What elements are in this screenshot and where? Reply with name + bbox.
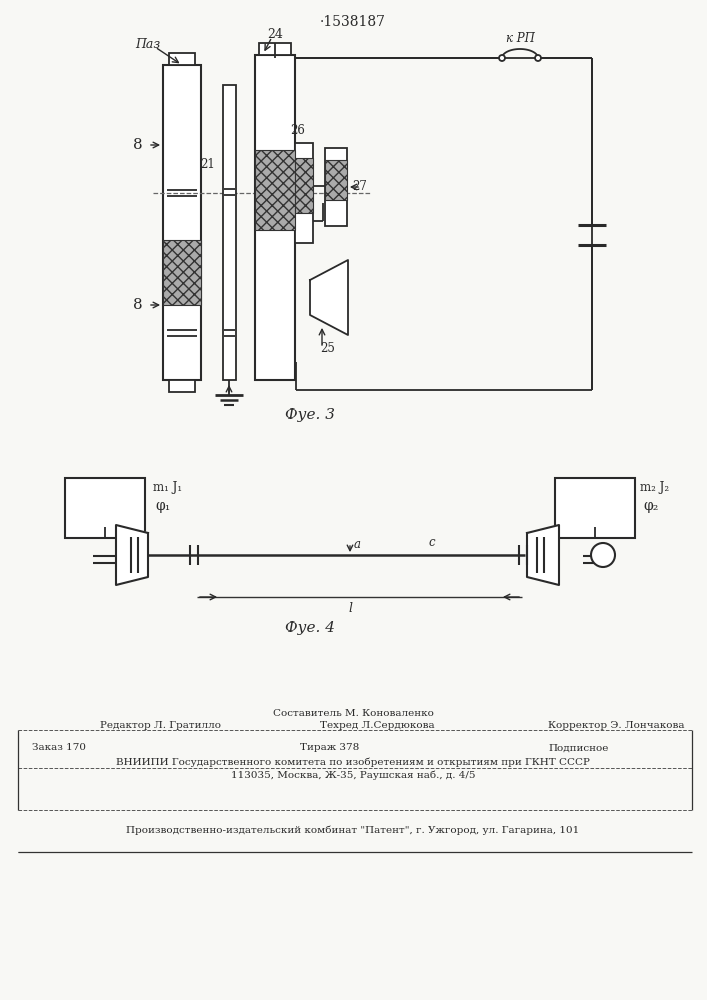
Polygon shape — [310, 260, 348, 335]
Text: 27: 27 — [352, 180, 367, 194]
Polygon shape — [527, 525, 559, 585]
Circle shape — [591, 543, 615, 567]
Bar — [255, 55, 295, 380]
Text: φ₂: φ₂ — [643, 499, 658, 513]
Text: Производственно-издательский комбинат "Патент", г. Ужгород, ул. Гагарина, 101: Производственно-издательский комбинат "П… — [127, 825, 580, 835]
Text: l: l — [348, 602, 352, 615]
Bar — [255, 150, 295, 230]
Text: 8: 8 — [133, 298, 143, 312]
Text: 21: 21 — [200, 158, 215, 172]
Text: m₂ J₂: m₂ J₂ — [640, 482, 669, 494]
Circle shape — [535, 55, 541, 61]
Text: 26: 26 — [291, 124, 305, 137]
Text: Подписное: Подписное — [548, 744, 609, 752]
Text: Фуе. 4: Фуе. 4 — [285, 621, 335, 635]
Text: Техред Л.Сердюкова: Техред Л.Сердюкова — [320, 720, 435, 730]
Bar — [259, 43, 291, 55]
Text: 25: 25 — [320, 342, 335, 355]
Bar — [325, 160, 347, 200]
Text: φ₁: φ₁ — [155, 499, 170, 513]
Text: a: a — [354, 538, 361, 552]
Text: Тираж 378: Тираж 378 — [300, 744, 359, 752]
Text: Составитель М. Коноваленко: Составитель М. Коноваленко — [273, 708, 433, 718]
Polygon shape — [116, 525, 148, 585]
Text: 8: 8 — [133, 138, 143, 152]
Text: c: c — [428, 536, 436, 550]
Text: к РП: к РП — [506, 31, 534, 44]
Bar — [325, 148, 347, 226]
Bar — [169, 380, 195, 392]
Text: Паз: Паз — [135, 38, 160, 51]
Bar — [163, 240, 201, 305]
Bar — [295, 143, 313, 243]
Text: Корректор Э. Лончакова: Корректор Э. Лончакова — [548, 720, 684, 730]
Text: Заказ 170: Заказ 170 — [32, 744, 86, 752]
Text: ВНИИПИ Государственного комитета по изобретениям и открытиям при ГКНТ СССР: ВНИИПИ Государственного комитета по изоб… — [116, 757, 590, 767]
Bar — [163, 65, 201, 380]
Text: Редактор Л. Гратилло: Редактор Л. Гратилло — [100, 720, 221, 730]
Bar — [169, 53, 195, 65]
Bar — [65, 478, 145, 538]
Text: ·1538187: ·1538187 — [320, 15, 386, 29]
Bar — [223, 85, 236, 380]
Circle shape — [499, 55, 505, 61]
Text: 24: 24 — [267, 28, 283, 41]
Text: Фуе. 3: Фуе. 3 — [285, 408, 335, 422]
Bar — [295, 158, 313, 213]
Bar — [555, 478, 635, 538]
Text: m₁ J₁: m₁ J₁ — [153, 482, 182, 494]
Text: 113035, Москва, Ж-35, Раушская наб., д. 4/5: 113035, Москва, Ж-35, Раушская наб., д. … — [230, 770, 475, 780]
